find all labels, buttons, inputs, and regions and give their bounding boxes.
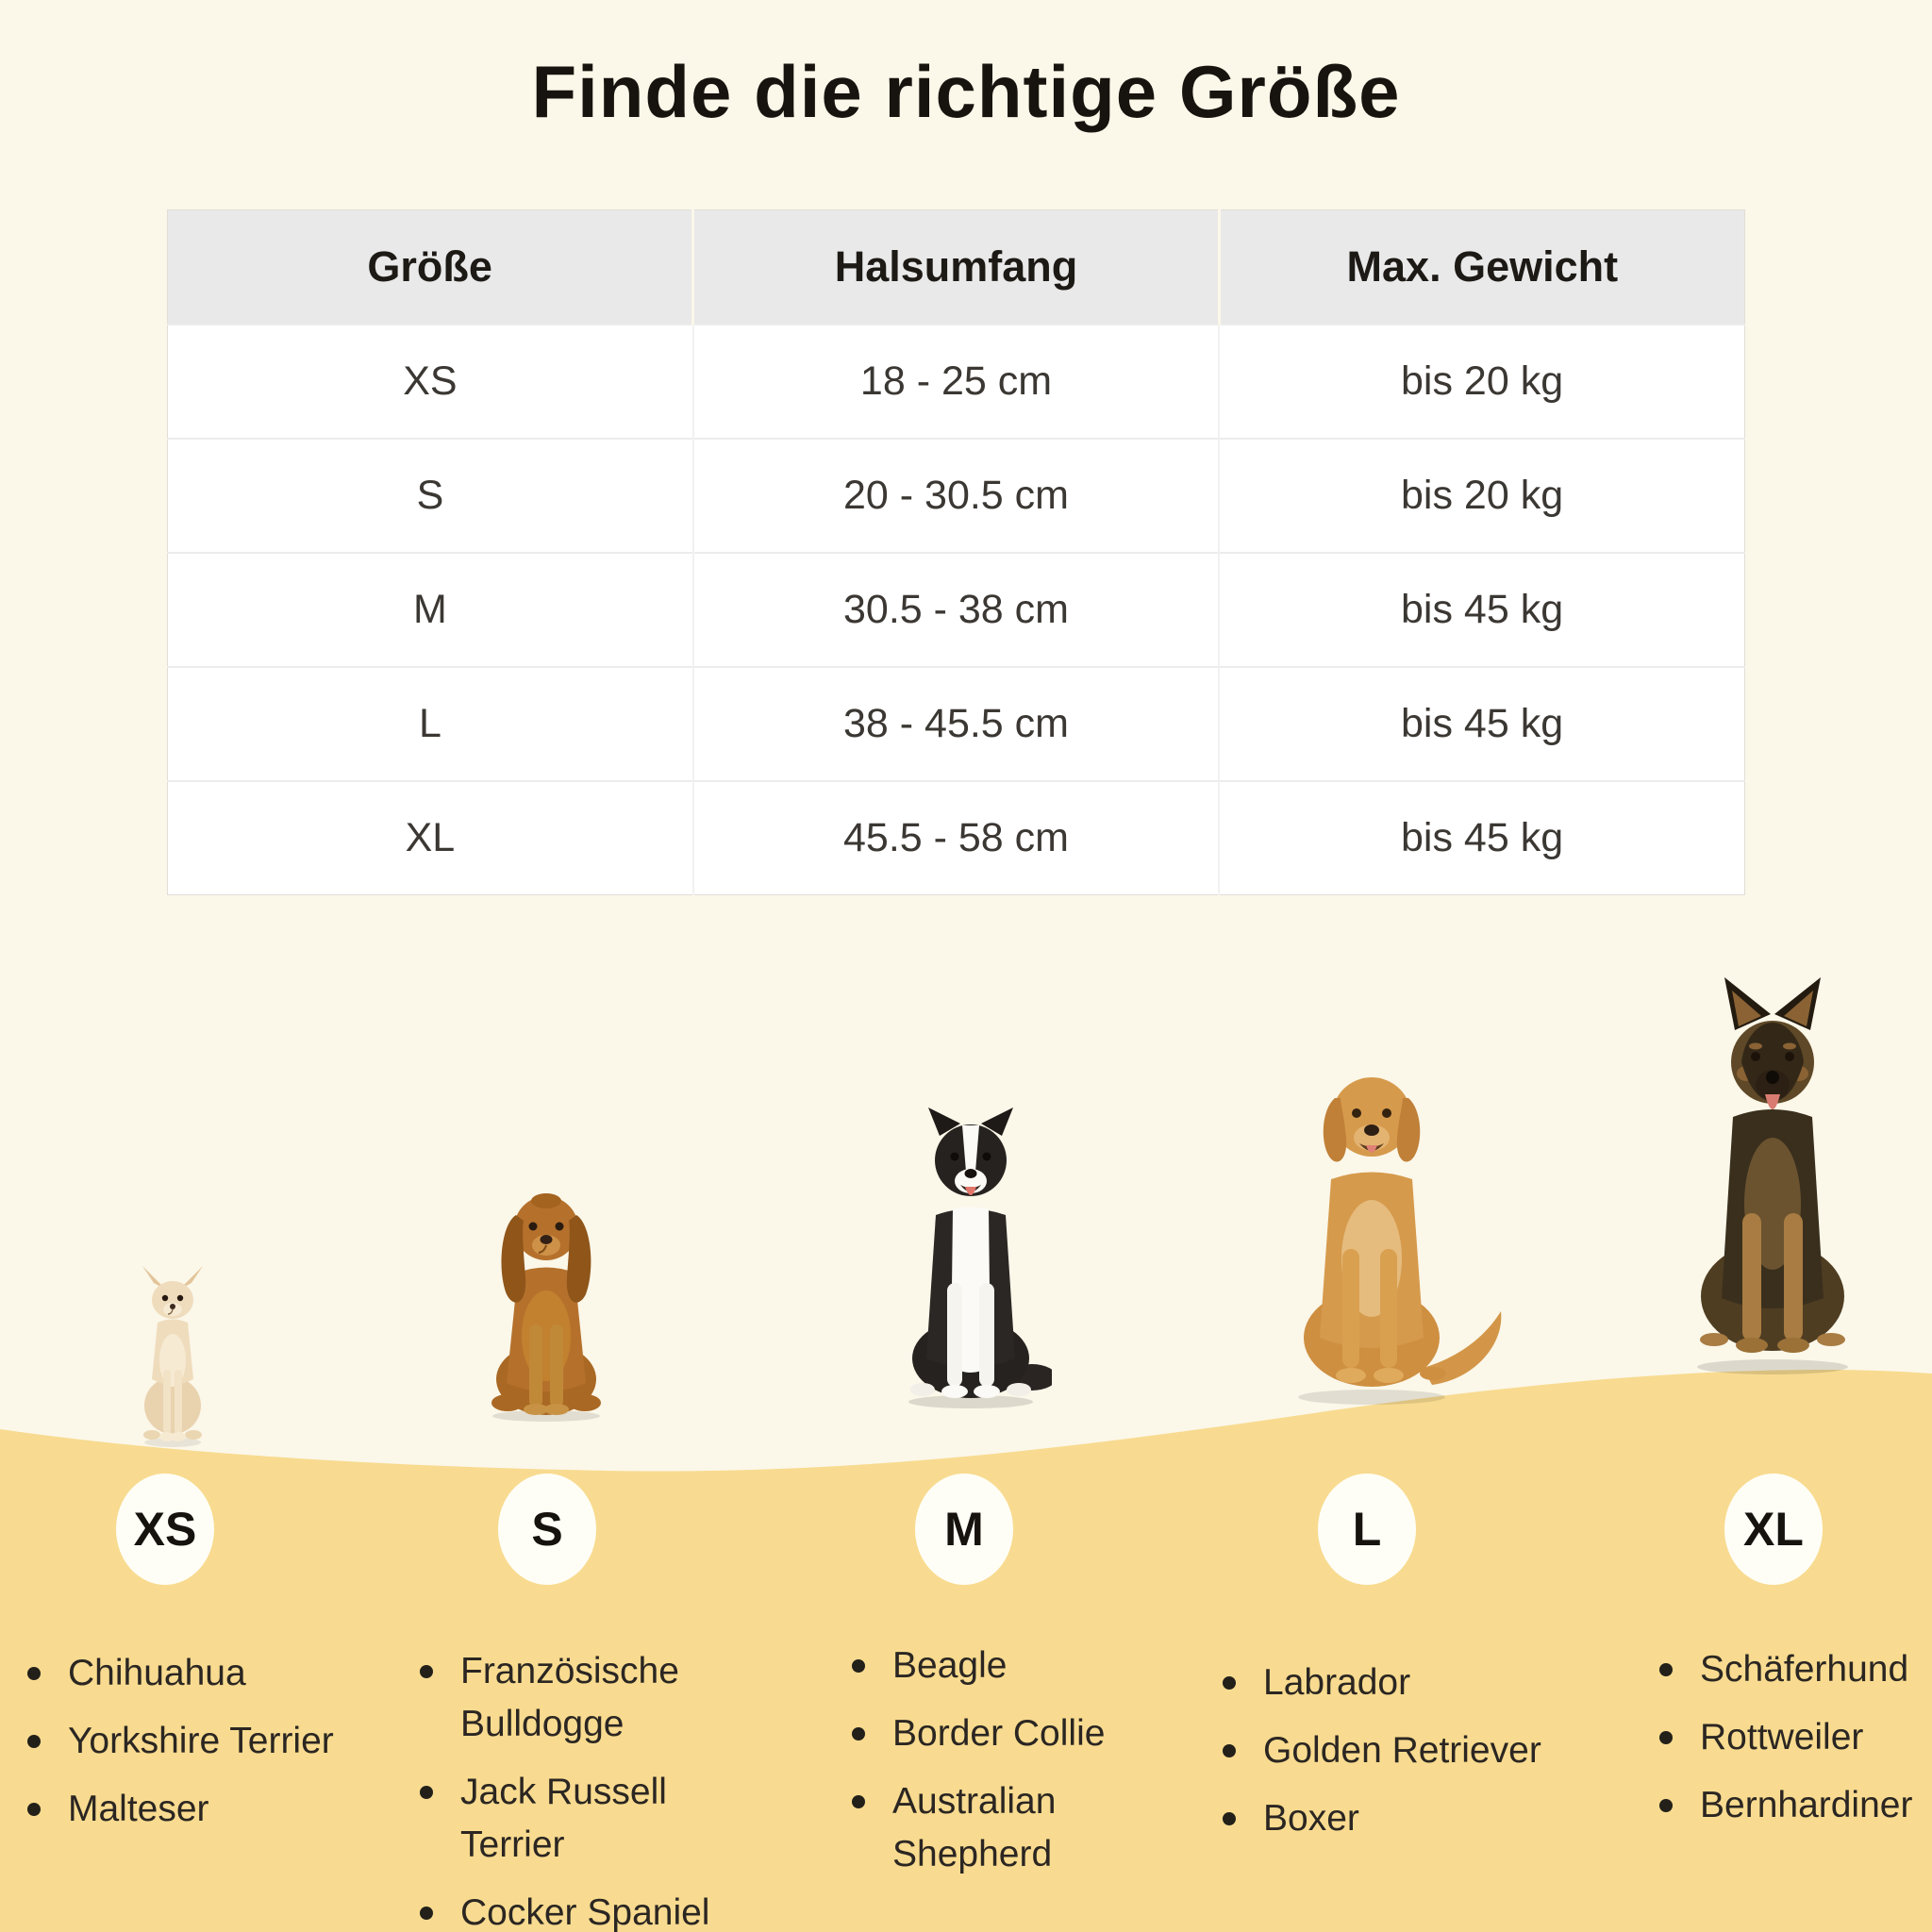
breed-item: Yorkshire Terrier — [25, 1715, 345, 1768]
breed-item: Boxer — [1220, 1792, 1578, 1845]
cell-weight: bis 45 kg — [1218, 666, 1745, 781]
breed-item: Französische Bulldogge — [417, 1645, 719, 1751]
breed-list-xl: Schäferhund Rottweiler Bernhardiner — [1657, 1643, 1932, 1847]
breed-list-m: Beagle Border Collie Australian Shepherd — [849, 1640, 1132, 1896]
badge-label: S — [531, 1503, 563, 1556]
dog-photo-golden-retriever — [1298, 1077, 1502, 1405]
size-badge-l: L — [1318, 1474, 1416, 1585]
breed-item: Malteser — [25, 1783, 345, 1836]
size-table: Größe Halsumfang Max. Gewicht XS 18 - 25… — [167, 209, 1745, 895]
breed-item: Jack Russell Terrier — [417, 1766, 719, 1872]
col-header-size: Größe — [167, 209, 693, 325]
cell-neck: 18 - 25 cm — [691, 324, 1220, 439]
cell-size: XL — [167, 780, 693, 895]
table-header-row: Größe Halsumfang Max. Gewicht — [167, 209, 1745, 325]
badge-label: L — [1352, 1503, 1382, 1556]
dog-photo-german-shepherd — [1697, 977, 1848, 1374]
breed-item: Cocker Spaniel — [417, 1887, 719, 1932]
table-row-m: M 30.5 - 38 cm bis 45 kg — [167, 552, 1745, 667]
breed-item: Bernhardiner — [1657, 1779, 1932, 1832]
breed-item: Beagle — [849, 1640, 1132, 1692]
cell-neck: 45.5 - 58 cm — [691, 780, 1220, 895]
cell-weight: bis 20 kg — [1218, 324, 1745, 439]
cell-size: L — [167, 666, 693, 781]
breed-item: Chihuahua — [25, 1647, 345, 1700]
table-row-s: S 20 - 30.5 cm bis 20 kg — [167, 438, 1745, 553]
table-row-xs: XS 18 - 25 cm bis 20 kg — [167, 324, 1745, 439]
cell-size: S — [167, 438, 693, 553]
badge-label: XS — [133, 1503, 197, 1556]
size-badge-s: S — [498, 1474, 596, 1585]
table-row-l: L 38 - 45.5 cm bis 45 kg — [167, 666, 1745, 781]
cell-neck: 20 - 30.5 cm — [691, 438, 1220, 553]
page-title: Finde die richtige Größe — [531, 50, 1401, 133]
dog-photo-cocker-spaniel — [491, 1193, 601, 1422]
breed-item: Labrador — [1220, 1657, 1578, 1709]
cell-neck: 38 - 45.5 cm — [691, 666, 1220, 781]
breed-item: Schäferhund — [1657, 1643, 1932, 1696]
breed-item: Border Collie — [849, 1707, 1132, 1760]
badge-label: M — [944, 1503, 984, 1556]
table-row-xl: XL 45.5 - 58 cm bis 45 kg — [167, 780, 1745, 895]
col-header-weight: Max. Gewicht — [1217, 209, 1745, 325]
breed-item: Rottweiler — [1657, 1711, 1932, 1764]
breed-item: Australian Shepherd — [849, 1775, 1132, 1881]
cell-weight: bis 45 kg — [1218, 780, 1745, 895]
col-header-neck: Halsumfang — [691, 209, 1220, 325]
dog-photo-border-collie — [908, 1108, 1052, 1408]
size-badge-xl: XL — [1724, 1474, 1823, 1585]
breed-list-s: Französische Bulldogge Jack Russell Terr… — [417, 1645, 719, 1932]
badge-label: XL — [1743, 1503, 1804, 1556]
dog-photo-chihuahua — [142, 1266, 203, 1447]
size-badge-m: M — [915, 1474, 1013, 1585]
cell-neck: 30.5 - 38 cm — [691, 552, 1220, 667]
cell-size: XS — [167, 324, 693, 439]
cell-size: M — [167, 552, 693, 667]
yellow-wave-band — [0, 1370, 1932, 1932]
breed-item: Golden Retriever — [1220, 1724, 1578, 1777]
cell-weight: bis 45 kg — [1218, 552, 1745, 667]
size-badge-xs: XS — [116, 1474, 214, 1585]
breed-list-xs: Chihuahua Yorkshire Terrier Malteser — [25, 1647, 345, 1851]
cell-weight: bis 20 kg — [1218, 438, 1745, 553]
breed-list-l: Labrador Golden Retriever Boxer — [1220, 1657, 1578, 1860]
